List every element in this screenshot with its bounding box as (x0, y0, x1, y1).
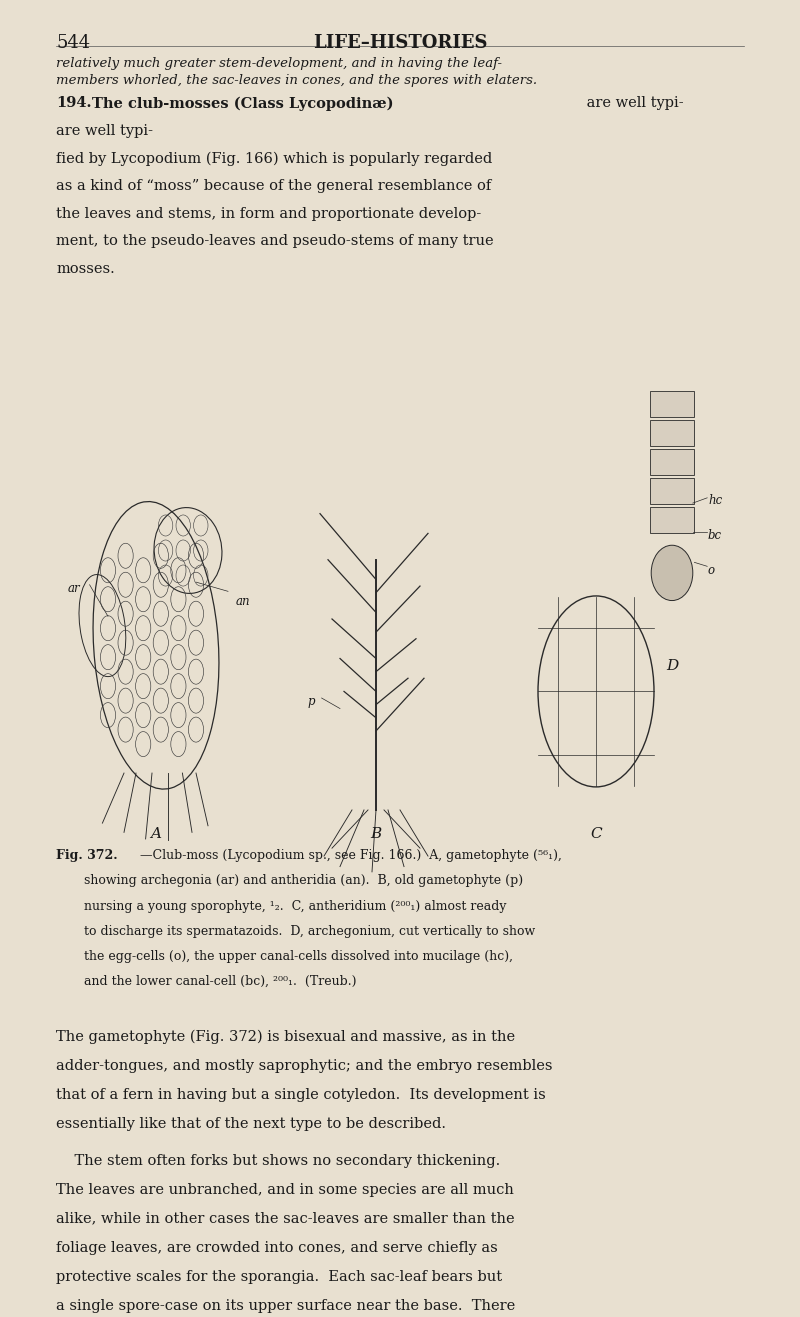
Text: nursing a young sporophyte, ¹₂.  C, antheridium (²⁰⁰₁) almost ready: nursing a young sporophyte, ¹₂. C, anthe… (84, 900, 506, 913)
Text: essentially like that of the next type to be described.: essentially like that of the next type t… (56, 1117, 446, 1131)
Text: are well typi-: are well typi- (582, 96, 684, 111)
Text: as a kind of “moss” because of the general resemblance of: as a kind of “moss” because of the gener… (56, 179, 491, 194)
Text: ar: ar (68, 582, 81, 595)
Text: to discharge its spermatazoids.  D, archegonium, cut vertically to show: to discharge its spermatazoids. D, arche… (84, 925, 535, 938)
Bar (650, 507, 694, 533)
Text: A: A (150, 827, 162, 842)
Text: members whorled, the sac-leaves in cones, and the spores with elaters.: members whorled, the sac-leaves in cones… (56, 74, 537, 87)
Ellipse shape (651, 545, 693, 601)
Text: LIFE–HISTORIES: LIFE–HISTORIES (313, 34, 487, 53)
Text: the leaves and stems, in form and proportionate develop-: the leaves and stems, in form and propor… (56, 207, 482, 221)
Text: o: o (708, 564, 715, 577)
Text: The club-mosses (Class Lycopodinæ): The club-mosses (Class Lycopodinæ) (92, 96, 394, 111)
Bar (650, 420, 694, 446)
Bar (650, 478, 694, 504)
Text: 544: 544 (56, 34, 90, 53)
Text: bc: bc (708, 529, 722, 543)
Text: Fig. 372.: Fig. 372. (56, 849, 118, 863)
Bar (650, 449, 694, 475)
Bar (650, 391, 694, 417)
Text: a single spore-case on its upper surface near the base.  There: a single spore-case on its upper surface… (56, 1299, 515, 1313)
Text: showing archegonia (ar) and antheridia (an).  B, old gametophyte (p): showing archegonia (ar) and antheridia (… (84, 874, 523, 888)
Text: the egg-cells (o), the upper canal-cells dissolved into mucilage (hc),: the egg-cells (o), the upper canal-cells… (84, 950, 513, 963)
Text: B: B (370, 827, 382, 842)
Text: fied by Lycopodium (Fig. 166) which is popularly regarded: fied by Lycopodium (Fig. 166) which is p… (56, 151, 492, 166)
Text: relatively much greater stem-development, and in having the leaf-: relatively much greater stem-development… (56, 57, 502, 70)
Text: an: an (236, 595, 250, 608)
Text: mosses.: mosses. (56, 262, 114, 277)
Text: are well typi-: are well typi- (56, 124, 153, 138)
Text: C: C (590, 827, 602, 842)
Text: The leaves are unbranched, and in some species are all much: The leaves are unbranched, and in some s… (56, 1183, 514, 1197)
Text: p: p (308, 695, 315, 709)
Text: alike, while in other cases the sac-leaves are smaller than the: alike, while in other cases the sac-leav… (56, 1212, 514, 1226)
Text: and the lower canal-cell (bc), ²⁰⁰₁.  (Treub.): and the lower canal-cell (bc), ²⁰⁰₁. (Tr… (84, 975, 357, 988)
Text: foliage leaves, are crowded into cones, and serve chiefly as: foliage leaves, are crowded into cones, … (56, 1241, 498, 1255)
Text: hc: hc (708, 494, 722, 507)
Text: The gametophyte (Fig. 372) is bisexual and massive, as in the: The gametophyte (Fig. 372) is bisexual a… (56, 1030, 515, 1044)
Text: The stem often forks but shows no secondary thickening.: The stem often forks but shows no second… (56, 1154, 500, 1168)
Text: D: D (666, 658, 678, 673)
Text: ment, to the pseudo-leaves and pseudo-stems of many true: ment, to the pseudo-leaves and pseudo-st… (56, 234, 494, 249)
Text: that of a fern in having but a single cotyledon.  Its development is: that of a fern in having but a single co… (56, 1088, 546, 1102)
Text: adder-tongues, and mostly saprophytic; and the embryo resembles: adder-tongues, and mostly saprophytic; a… (56, 1059, 553, 1073)
Text: protective scales for the sporangia.  Each sac-leaf bears but: protective scales for the sporangia. Eac… (56, 1270, 502, 1284)
Text: —Club-moss (Lycopodium sp., see Fig. 166.)  A, gametophyte (⁵⁶₁),: —Club-moss (Lycopodium sp., see Fig. 166… (140, 849, 562, 863)
Text: 194.: 194. (56, 96, 91, 111)
